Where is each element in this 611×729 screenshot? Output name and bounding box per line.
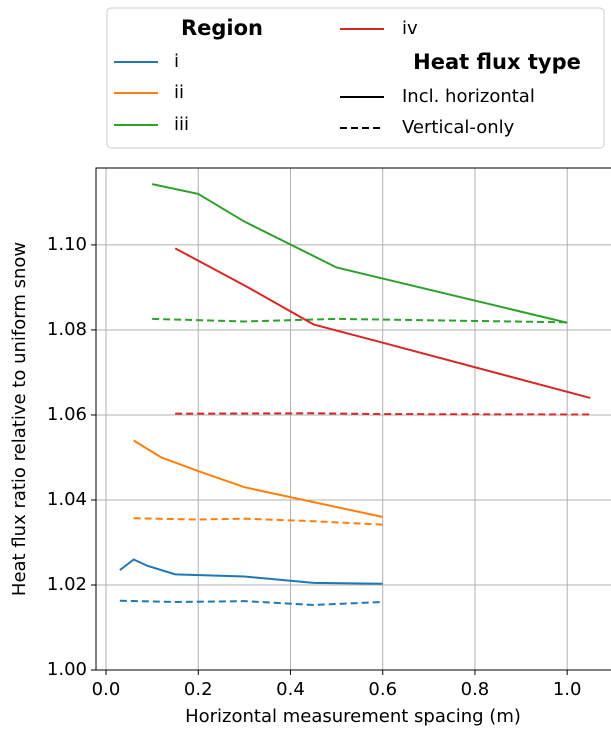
x-tick-label: 0.8 xyxy=(461,679,490,700)
x-tick-label: 0.2 xyxy=(184,679,213,700)
legend-box xyxy=(106,7,605,149)
x-tick-label: 0.0 xyxy=(92,679,121,700)
legend-title: Heat flux type xyxy=(413,50,581,74)
plot-area xyxy=(96,168,611,671)
legend-label: i xyxy=(174,51,179,72)
data-line xyxy=(119,558,383,585)
legend-label: iii xyxy=(174,114,189,135)
legend-label: Incl. horizontal xyxy=(402,86,535,107)
y-tick-label: 1.08 xyxy=(47,319,87,340)
x-tick-label: 0.6 xyxy=(368,679,397,700)
legend-label: iv xyxy=(402,18,418,39)
y-tick-label: 1.00 xyxy=(47,659,87,680)
x-axis-label: Horizontal measurement spacing (m) xyxy=(185,706,521,727)
legend-title: Region xyxy=(181,16,263,40)
y-tick-label: 1.06 xyxy=(47,404,87,425)
legend-label: ii xyxy=(174,82,184,103)
data-line xyxy=(119,599,383,606)
data-line xyxy=(175,412,591,416)
y-axis-label: Heat flux ratio relative to uniform snow xyxy=(9,242,30,596)
data-line xyxy=(174,247,591,399)
y-tick-label: 1.02 xyxy=(47,574,87,595)
y-tick-label: 1.04 xyxy=(47,489,87,510)
y-tick-label: 1.10 xyxy=(47,234,87,255)
data-line xyxy=(133,439,383,518)
data-line xyxy=(133,517,383,526)
legend-label: Vertical-only xyxy=(402,117,515,138)
data-line xyxy=(152,317,568,324)
x-tick-label: 0.4 xyxy=(276,679,305,700)
x-tick-label: 1.0 xyxy=(553,679,582,700)
axes-frame xyxy=(95,167,611,671)
data-line xyxy=(151,183,568,324)
